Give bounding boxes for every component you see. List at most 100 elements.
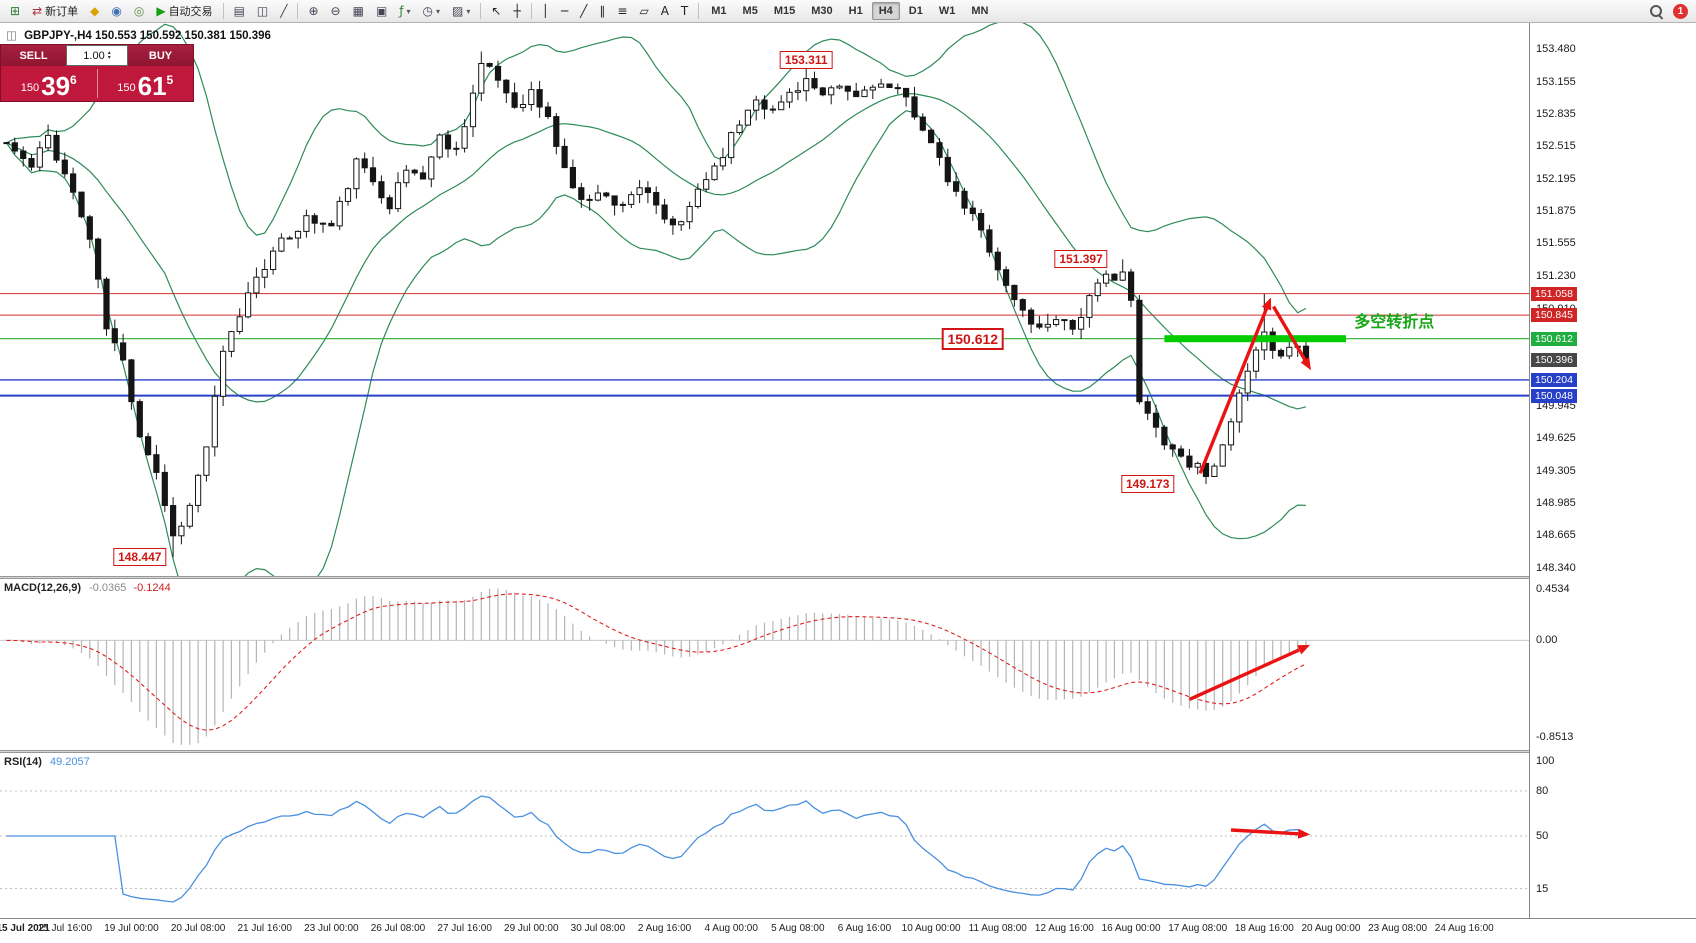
price-chart-canvas — [0, 23, 1529, 576]
price-tick-label: 151.555 — [1536, 237, 1576, 250]
time-axis-label: 20 Aug 00:00 — [1301, 923, 1361, 934]
rsi-label: RSI(14) 49.2057 — [4, 756, 90, 768]
buy-price[interactable]: 150 61 5 — [98, 66, 194, 101]
buy-price-sup: 5 — [166, 73, 174, 87]
timeframe-h4[interactable]: H4 — [871, 2, 900, 20]
turning-point-annotation: 多空转折点 — [1354, 313, 1435, 331]
candlestick-chart-icon[interactable]: ◫ — [256, 4, 269, 18]
toolbar-separator — [297, 3, 299, 19]
time-axis-label: 5 Aug 08:00 — [771, 923, 825, 934]
tile-windows-icon[interactable]: ▦ — [352, 4, 364, 18]
sell-price-big: 39 — [41, 71, 71, 101]
price-tick-label: 153.480 — [1536, 43, 1576, 55]
price-tick-label: 148.985 — [1536, 496, 1576, 509]
cursor-icon[interactable]: ↖ — [491, 4, 502, 18]
indicators-button[interactable]: ƒ ▾ — [399, 4, 411, 18]
vps-icon[interactable]: ◎ — [133, 4, 145, 18]
arrange-windows-icon[interactable]: ▣ — [375, 4, 388, 18]
time-axis-label: 21 Jul 16:00 — [237, 923, 292, 934]
fibonacci-icon[interactable]: ≡ — [617, 4, 628, 18]
trend-arrow — [1188, 644, 1311, 701]
time-axis-label: 19 Jul 00:00 — [104, 923, 159, 934]
buy-button[interactable]: BUY — [128, 45, 193, 66]
macd-axis-label: 0.4534 — [1536, 582, 1570, 595]
rsi-levels — [0, 790, 1529, 889]
macd-histogram — [14, 588, 1307, 745]
trendline-icon[interactable]: ╱ — [580, 4, 588, 18]
price-scale[interactable]: 153.480 153.155 152.835 152.515 152.195 151.8… — [1529, 23, 1696, 918]
zoom-out-icon[interactable]: ⊖ — [330, 4, 341, 18]
macd-value-main: -0.0365 — [89, 582, 127, 594]
macd-axis-label: -0.8513 — [1536, 730, 1574, 743]
rsi-pane[interactable]: RSI(14) 49.2057 — [0, 753, 1529, 918]
symbol-ohlc-text: GBPJPY-,H4 150.553 150.592 150.381 150.3… — [24, 30, 271, 42]
symbol-ohlc-info: ◫ GBPJPY-,H4 150.553 150.592 150.381 150… — [6, 28, 271, 42]
notification-badge[interactable]: 1 — [1673, 3, 1688, 19]
timeframe-w1[interactable]: W1 — [938, 5, 956, 17]
toolbar-separator — [698, 3, 700, 19]
pane-separator[interactable] — [0, 576, 1696, 579]
volume-down-icon[interactable]: ▾ — [107, 54, 111, 61]
time-axis-label: 27 Jul 16:00 — [437, 923, 492, 934]
time-axis-label: 12 Aug 16:00 — [1034, 923, 1094, 934]
macd-name: MACD(12,26,9) — [4, 582, 82, 594]
pane-separator[interactable] — [0, 750, 1696, 753]
bar-chart-icon[interactable]: ▤ — [233, 4, 245, 18]
price-tag: 150.204 — [1531, 372, 1577, 387]
time-axis-label: 20 Jul 08:00 — [170, 923, 226, 934]
price-callout: 150.612 — [941, 327, 1005, 350]
main-chart-overlay: ◫ GBPJPY-,H4 150.553 150.592 150.381 150… — [0, 23, 1529, 576]
main-chart-pane[interactable]: ◫ GBPJPY-,H4 150.553 150.592 150.381 150… — [0, 23, 1529, 576]
new-order-button[interactable]: ⇄ 新订单 — [32, 4, 79, 18]
sell-price[interactable]: 150 39 6 — [1, 66, 97, 101]
arrows-icon[interactable]: T — [680, 4, 689, 18]
one-click-trading-panel: SELL 1.00 ▴ ▾ BUY 150 39 6 150 — [0, 44, 194, 102]
volume-spinner[interactable]: ▴ ▾ — [107, 49, 111, 61]
price-tick-label: 149.625 — [1536, 432, 1576, 445]
shapes-icon[interactable]: ▱ — [639, 4, 649, 18]
text-icon[interactable]: A — [660, 4, 669, 18]
new-chart-icon[interactable]: ⊞ — [10, 4, 21, 18]
time-axis-label: 30 Jul 08:00 — [570, 923, 626, 934]
market-icon[interactable]: ◆ — [90, 4, 100, 18]
price-callout: 149.173 — [1121, 475, 1175, 493]
timeframe-m5[interactable]: M5 — [742, 5, 758, 17]
zoom-in-icon[interactable]: ⊕ — [308, 4, 319, 18]
timeframe-m30[interactable]: M30 — [811, 5, 833, 17]
rsi-name: RSI(14) — [4, 756, 42, 768]
volume-up-icon[interactable]: ▴ — [107, 49, 111, 56]
timeframe-d1[interactable]: D1 — [908, 5, 923, 17]
macd-pane[interactable]: MACD(12,26,9) -0.0365 -0.1244 — [0, 579, 1529, 750]
search-icon[interactable] — [1648, 3, 1664, 19]
time-axis[interactable]: 15 Jul 2021 15 Jul 16:00 19 Jul 00:00 20 Ju… — [0, 918, 1696, 943]
channel-icon[interactable]: ∥ — [599, 4, 606, 18]
price-tick-label: 153.155 — [1536, 75, 1576, 88]
price-tick-label: 152.515 — [1536, 140, 1576, 153]
time-axis-label: 11 Aug 08:00 — [968, 923, 1027, 934]
sell-button[interactable]: SELL — [1, 45, 66, 66]
price-tick-label: 151.230 — [1536, 270, 1576, 283]
trend-arrow — [1272, 305, 1311, 371]
rsi-axis-label: 50 — [1536, 830, 1549, 842]
timeframe-m1[interactable]: M1 — [711, 5, 727, 17]
price-callout: 148.447 — [113, 548, 167, 567]
volume-input[interactable]: 1.00 ▴ ▾ — [66, 45, 128, 66]
signals-icon[interactable]: ◉ — [111, 4, 122, 18]
price-tick-label: 149.945 — [1536, 400, 1576, 413]
horizontal-line-icon[interactable]: ─ — [560, 4, 569, 18]
timeframe-mn[interactable]: MN — [971, 5, 989, 17]
vertical-line-icon[interactable]: │ — [541, 4, 549, 18]
volume-value: 1.00 — [83, 49, 105, 62]
price-tag: 150.612 — [1531, 331, 1577, 346]
time-axis-label: 23 Aug 08:00 — [1368, 923, 1428, 934]
periods-button[interactable]: ◷ ▾ — [422, 4, 441, 18]
autotrading-button[interactable]: ▶ 自动交易 — [156, 4, 213, 18]
crosshair-icon[interactable]: ┼ — [513, 4, 521, 18]
trend-arrow — [1198, 297, 1272, 474]
timeframe-m15[interactable]: M15 — [773, 5, 796, 17]
price-tag: 151.058 — [1531, 286, 1577, 301]
templates-button[interactable]: ▨ ▾ — [452, 4, 471, 18]
timeframe-h1[interactable]: H1 — [848, 5, 863, 17]
line-chart-icon[interactable]: ╱ — [280, 4, 288, 18]
